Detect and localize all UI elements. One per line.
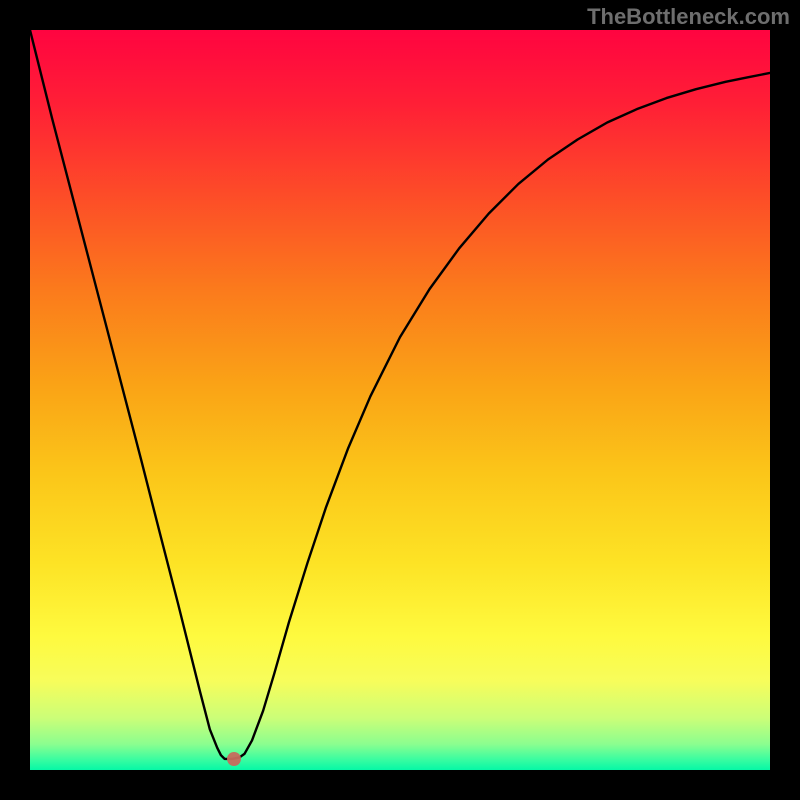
optimum-marker [227,752,241,766]
gradient-background [30,30,770,770]
plot-area [30,30,770,770]
watermark-text: TheBottleneck.com [587,4,790,30]
